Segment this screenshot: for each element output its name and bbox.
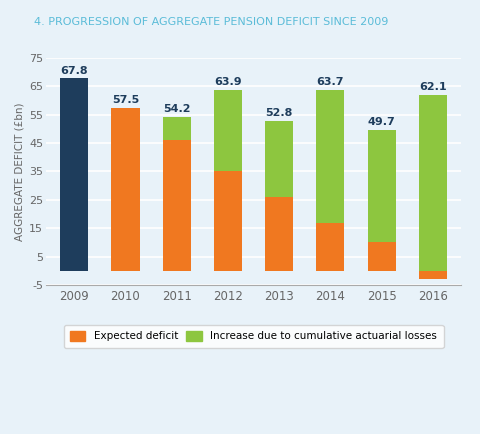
Text: 49.7: 49.7 <box>368 117 396 127</box>
Bar <box>316 223 345 271</box>
Text: 52.8: 52.8 <box>265 108 293 118</box>
Bar <box>163 140 191 271</box>
Bar <box>368 242 396 271</box>
Text: 54.2: 54.2 <box>163 104 191 114</box>
Text: 62.1: 62.1 <box>419 82 446 92</box>
Text: 4. PROGRESSION OF AGGREGATE PENSION DEFICIT SINCE 2009: 4. PROGRESSION OF AGGREGATE PENSION DEFI… <box>34 17 388 27</box>
Text: 63.9: 63.9 <box>214 77 242 87</box>
Text: 57.5: 57.5 <box>112 95 139 105</box>
Bar <box>316 90 345 223</box>
Bar <box>163 117 191 140</box>
Bar <box>214 171 242 271</box>
Text: 63.7: 63.7 <box>317 77 344 87</box>
Legend: Expected deficit, Increase due to cumulative actuarial losses: Expected deficit, Increase due to cumula… <box>63 325 444 348</box>
Bar <box>419 271 447 279</box>
Y-axis label: AGGREGATE DEFICIT (£bn): AGGREGATE DEFICIT (£bn) <box>15 102 25 241</box>
Bar <box>265 197 293 271</box>
Bar <box>214 89 242 171</box>
Text: 67.8: 67.8 <box>60 66 88 76</box>
Bar <box>60 79 88 271</box>
Bar <box>419 95 447 271</box>
Bar <box>111 108 140 271</box>
Bar <box>368 130 396 242</box>
Bar <box>265 121 293 197</box>
